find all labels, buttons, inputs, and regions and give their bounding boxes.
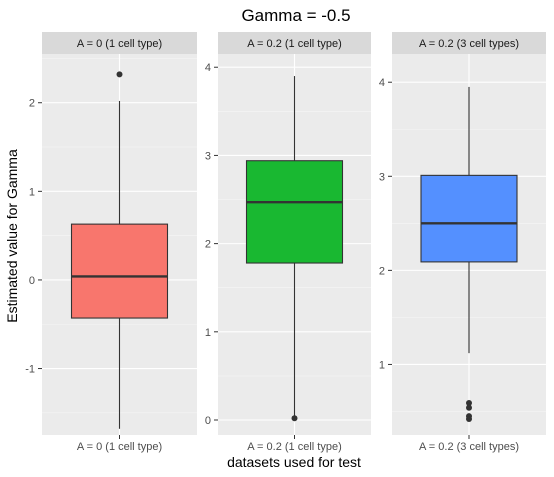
panel-2-y-tick-label: 1 — [205, 327, 211, 339]
panel-2-y-tick-label: 4 — [205, 62, 211, 74]
panel-1-y-tick-label: 2 — [29, 98, 35, 110]
panel-3-box — [420, 174, 518, 263]
panel-2-strip-label: A = 0.2 (1 cell type) — [247, 38, 341, 50]
panel-2-x-tick-label: A = 0.2 (1 cell type) — [247, 441, 341, 453]
panel-3-strip — [392, 32, 546, 54]
panel-2-box — [245, 160, 344, 264]
panels-group: -1 0 1 2 A = 0 (1 cell type) A = 0 (1 cell ty… — [25, 32, 546, 453]
x-axis-title: datasets used for test — [227, 454, 361, 470]
panel-3-y-tick-label: 1 — [379, 359, 385, 371]
panel-3-outlier-point — [466, 400, 472, 407]
panel-2-strip — [218, 32, 371, 54]
panel-2-y-tick-label: 3 — [205, 150, 211, 162]
panel-3-x-tick-label: A = 0.2 (3 cell types) — [419, 441, 519, 453]
chart-title: Gamma = -0.5 — [241, 6, 350, 25]
panel-1-outlier-point — [116, 71, 123, 78]
panel-1-x-tick-label: A = 0 (1 cell type) — [77, 441, 162, 453]
panel-1-y-tick-label: 0 — [29, 275, 35, 287]
panel-1-strip — [42, 32, 197, 54]
panel-3-outlier-point — [466, 416, 472, 423]
panel-3-outlier-point — [466, 404, 472, 411]
panel-3-y-tick-label: 3 — [379, 171, 385, 183]
panel-3-strip-label: A = 0.2 (3 cell types) — [419, 38, 519, 50]
panel-1-y-tick-label: 1 — [29, 186, 35, 198]
panel-1-y-tick-label: -1 — [25, 364, 35, 376]
panel-3-y-tick-label: 2 — [379, 265, 385, 277]
panel-2-y-tick-label: 2 — [205, 239, 211, 251]
panel-1-box — [70, 223, 169, 319]
panel-1-strip-label: A = 0 (1 cell type) — [77, 38, 162, 50]
panel-2-outlier-point — [291, 415, 298, 422]
y-axis-title: Estimated value for Gamma — [4, 149, 20, 323]
panel-2-y-tick-label: 0 — [205, 415, 211, 427]
panel-3-y-tick-label: 4 — [379, 77, 385, 89]
